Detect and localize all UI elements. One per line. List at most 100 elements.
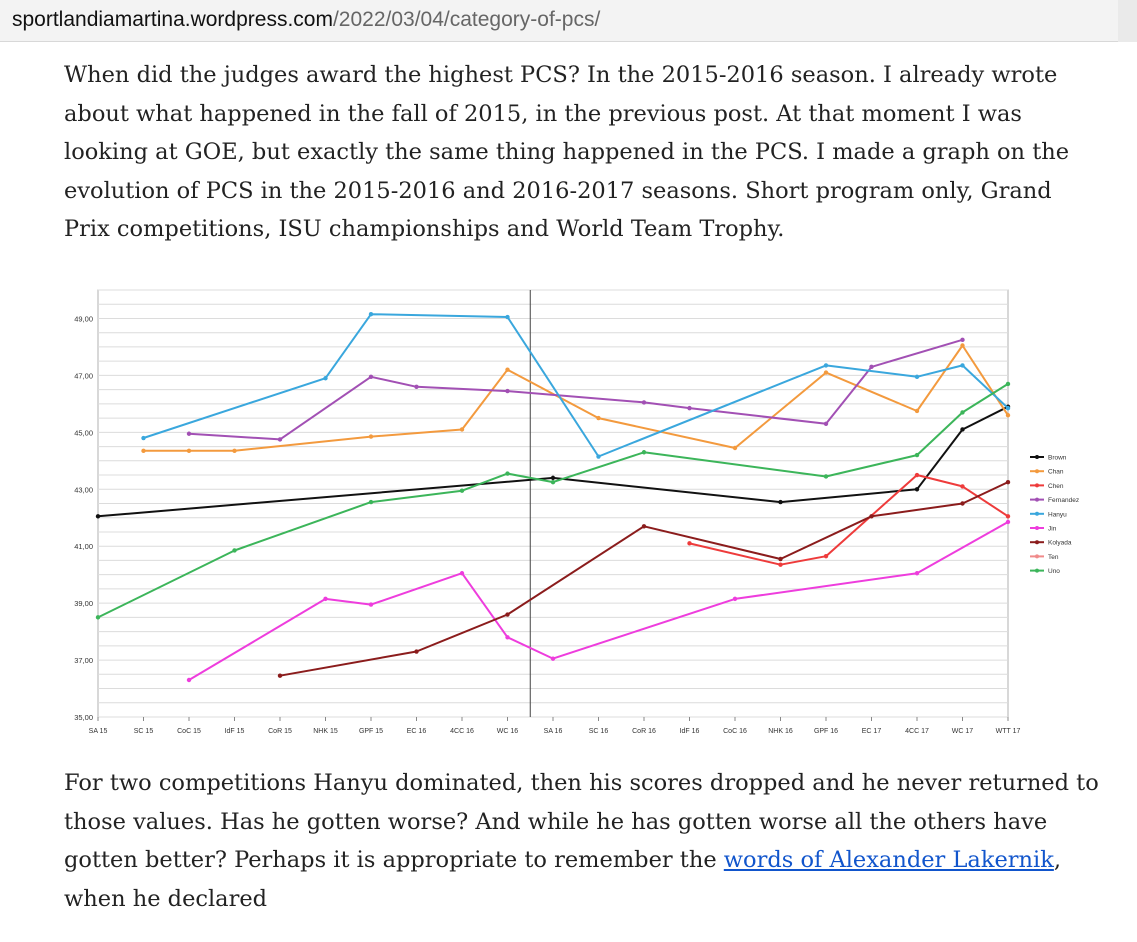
x-tick-label: WC 17 — [952, 728, 974, 735]
data-point — [778, 562, 783, 567]
y-tick-label: 47,00 — [74, 371, 93, 380]
x-tick-label: CoC 15 — [177, 728, 201, 735]
legend-marker — [1035, 469, 1039, 474]
article-paragraph-followup: For two competitions Hanyu dominated, th… — [64, 764, 1104, 918]
data-point — [368, 374, 374, 380]
data-point — [960, 501, 965, 506]
data-point — [277, 437, 283, 442]
lakernik-words-link[interactable]: words of Alexander Lakernik — [723, 847, 1054, 873]
data-point — [368, 499, 374, 505]
x-tick-label: WTT 17 — [996, 728, 1021, 735]
data-point — [960, 427, 965, 432]
data-point — [687, 541, 692, 546]
browser-address-bar[interactable]: sportlandiamartina.wordpress.com/2022/03… — [0, 0, 1137, 42]
data-point — [505, 388, 510, 394]
y-tick-label: 35,00 — [74, 713, 93, 722]
y-tick-label: 37,00 — [74, 656, 93, 665]
legend-label: Chen — [1048, 483, 1064, 490]
data-point — [1005, 514, 1011, 519]
x-tick-label: CoR 15 — [268, 728, 292, 735]
data-point — [914, 487, 920, 492]
x-tick-label: NHK 16 — [768, 728, 793, 735]
scrollbar[interactable] — [1118, 0, 1137, 42]
data-point — [186, 448, 192, 454]
y-tick-label: 43,00 — [74, 485, 93, 494]
data-point — [550, 656, 556, 661]
url-text[interactable]: sportlandiamartina.wordpress.com/2022/03… — [12, 8, 600, 32]
legend-label: Fernandez — [1048, 497, 1079, 504]
legend-label: Ten — [1048, 554, 1059, 561]
series-uno — [95, 381, 1011, 620]
x-tick-label: CoR 16 — [632, 728, 656, 735]
data-point — [778, 556, 783, 562]
data-point — [823, 370, 829, 375]
gridlines — [98, 289, 1008, 718]
data-point — [505, 367, 510, 372]
data-point — [960, 410, 965, 415]
data-point — [277, 673, 283, 678]
data-point — [550, 475, 556, 481]
series-kolyada — [277, 479, 1011, 678]
data-point — [960, 343, 965, 348]
y-tick-label: 49,00 — [74, 314, 93, 323]
y-tick-label: 45,00 — [74, 428, 93, 437]
x-tick-label: EC 16 — [407, 728, 427, 735]
legend-label: Chan — [1048, 469, 1064, 476]
data-point — [368, 434, 374, 439]
data-point — [869, 364, 874, 370]
data-point — [550, 479, 556, 485]
x-tick-label: GPF 16 — [814, 728, 838, 735]
data-point — [960, 337, 965, 343]
data-point — [459, 488, 465, 493]
data-point — [687, 405, 692, 411]
data-point — [505, 314, 510, 320]
data-point — [1005, 519, 1011, 525]
data-point — [368, 311, 374, 317]
data-point — [323, 596, 328, 602]
legend-label: Uno — [1048, 568, 1060, 575]
data-point — [914, 374, 920, 380]
legend-marker — [1035, 540, 1039, 545]
data-point — [141, 448, 146, 454]
legend-marker — [1035, 455, 1039, 459]
x-tick-label: IdF 15 — [225, 728, 245, 735]
data-point — [414, 649, 419, 654]
data-point — [95, 514, 101, 519]
data-point — [823, 421, 829, 426]
x-tick-label: EC 17 — [862, 728, 882, 735]
series-jin — [186, 519, 1011, 683]
data-point — [459, 571, 465, 576]
data-point — [232, 448, 237, 454]
data-point — [914, 571, 920, 576]
data-point — [186, 677, 192, 683]
legend-marker — [1035, 568, 1039, 573]
legend-label: Jin — [1048, 526, 1057, 533]
data-point — [732, 596, 738, 602]
data-point — [1005, 381, 1011, 387]
url-host: sportlandiamartina.wordpress.com — [12, 8, 333, 31]
legend-marker — [1035, 526, 1039, 530]
data-point — [368, 602, 374, 607]
legend-marker — [1035, 554, 1039, 559]
legend-label: Brown — [1048, 455, 1067, 462]
series-line-fernandez — [188, 338, 963, 441]
data-point — [459, 427, 465, 432]
data-point — [641, 400, 647, 405]
data-point — [1005, 413, 1011, 418]
legend-marker — [1035, 511, 1039, 516]
data-point — [641, 524, 647, 529]
legend-marker — [1035, 483, 1039, 488]
data-point — [596, 454, 601, 459]
data-point — [914, 472, 920, 478]
data-point — [141, 435, 146, 441]
data-point — [1005, 479, 1011, 485]
article-paragraph-intro: When did the judges award the highest PC… — [64, 62, 1070, 242]
series-line-kolyada — [279, 481, 1009, 677]
x-tick-label: SA 15 — [89, 728, 108, 735]
data-point — [186, 431, 192, 436]
legend-marker — [1035, 497, 1039, 502]
paragraph-text-after-link: , when he declared — [64, 847, 1062, 912]
data-point — [641, 450, 647, 455]
data-point — [505, 635, 510, 640]
data-point — [732, 445, 738, 451]
